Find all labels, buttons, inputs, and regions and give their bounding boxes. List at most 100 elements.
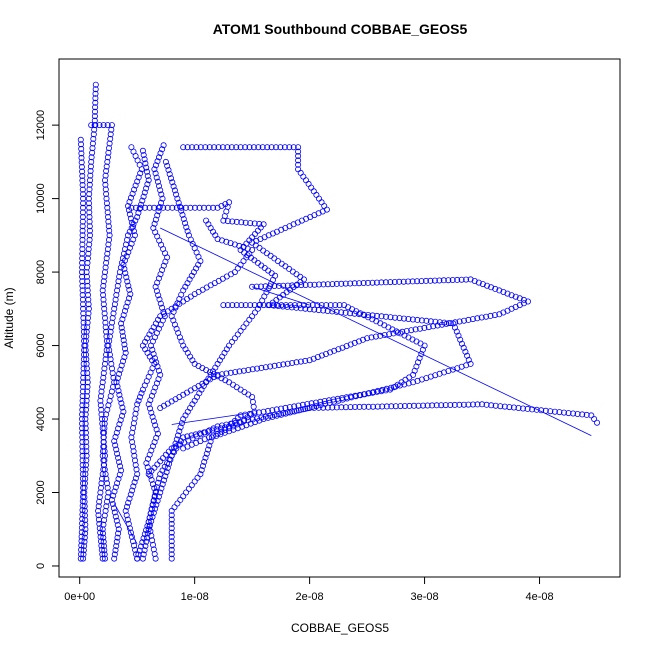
data-point (414, 359, 421, 366)
data-point (427, 318, 434, 325)
data-point (478, 314, 485, 321)
data-point (79, 406, 86, 413)
data-point (249, 366, 256, 373)
data-point (300, 302, 307, 309)
data-point (159, 146, 166, 153)
data-point (92, 81, 99, 88)
data-point (158, 191, 165, 198)
data-point (255, 409, 262, 416)
data-point (79, 466, 86, 473)
data-point (154, 497, 161, 504)
data-point (83, 393, 90, 400)
data-point (201, 458, 208, 465)
data-point (85, 246, 92, 253)
data-point (333, 280, 340, 287)
data-point (80, 356, 87, 363)
data-point (168, 516, 175, 523)
data-point (79, 502, 86, 509)
data-point (128, 204, 135, 211)
data-point (146, 405, 153, 412)
data-point (224, 302, 231, 309)
data-point (330, 396, 337, 403)
data-point (478, 401, 485, 408)
data-point (78, 551, 85, 558)
data-point (79, 411, 86, 418)
data-point (126, 286, 133, 293)
data-point (104, 158, 111, 165)
data-point (442, 402, 449, 409)
data-point (320, 281, 327, 288)
data-point (102, 314, 109, 321)
data-point (416, 325, 423, 332)
data-point (284, 409, 291, 416)
data-point (282, 263, 289, 270)
data-point (289, 282, 296, 289)
data-point (113, 538, 120, 545)
data-point (284, 303, 291, 310)
data-point (474, 315, 481, 322)
data-point (105, 223, 112, 230)
data-point (226, 425, 233, 432)
data-point (115, 530, 122, 537)
data-point (479, 281, 486, 288)
data-point (86, 204, 93, 211)
data-point (100, 457, 107, 464)
data-point (160, 477, 167, 484)
data-point (169, 179, 176, 186)
data-point (98, 406, 105, 413)
data-point (185, 485, 192, 492)
data-point (424, 402, 431, 409)
data-point (82, 521, 89, 528)
data-point (145, 518, 152, 525)
data-point (100, 278, 107, 285)
data-point (356, 391, 363, 398)
data-point (84, 319, 91, 326)
data-point (492, 285, 499, 292)
data-point (125, 202, 132, 209)
data-point (104, 498, 111, 505)
data-point (144, 172, 151, 179)
data-point (111, 509, 118, 516)
data-point (184, 228, 191, 235)
data-point (144, 464, 151, 471)
data-point (202, 144, 209, 151)
data-point (237, 327, 244, 334)
data-point (155, 493, 162, 500)
data-point (168, 525, 175, 532)
data-point (102, 360, 109, 367)
data-point (96, 525, 103, 532)
data-point (97, 489, 104, 496)
data-point (124, 236, 131, 243)
data-point (443, 320, 450, 327)
chart-title: ATOM1 Southbound COBBAE_GEOS5 (213, 21, 468, 37)
data-point (120, 408, 127, 415)
data-point (137, 204, 144, 211)
data-point (224, 218, 231, 225)
data-point (167, 175, 174, 182)
y-tick-label: 8000 (35, 260, 47, 284)
data-point (314, 302, 321, 309)
data-point (152, 216, 159, 223)
data-point (465, 401, 472, 408)
data-point (123, 274, 130, 281)
data-point (287, 302, 294, 309)
data-point (115, 475, 122, 482)
data-point (547, 408, 554, 415)
data-point (146, 514, 153, 521)
data-point (117, 463, 124, 470)
data-point (98, 393, 105, 400)
data-point (102, 264, 109, 271)
data-point (302, 281, 309, 288)
data-point (416, 355, 423, 362)
data-point (159, 195, 166, 202)
data-point (79, 168, 86, 175)
data-point (131, 457, 138, 464)
data-point (153, 434, 160, 441)
data-point (218, 422, 225, 429)
data-point (79, 457, 86, 464)
data-point (83, 457, 90, 464)
data-point (166, 460, 173, 467)
data-point (111, 488, 118, 495)
data-point (245, 366, 252, 373)
data-point (78, 145, 85, 152)
